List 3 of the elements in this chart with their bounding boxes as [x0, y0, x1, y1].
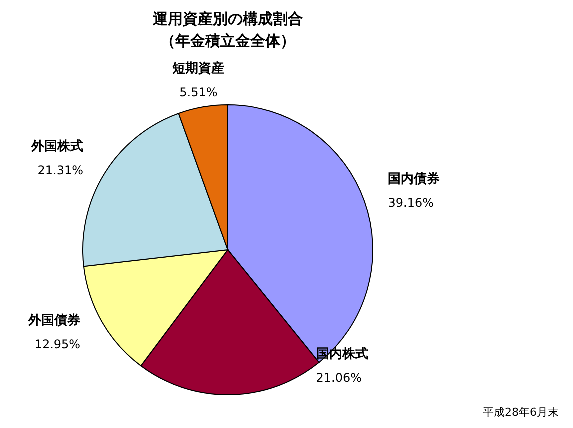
title: 運用資産別の構成割合 — [153, 10, 303, 28]
subtitle: （年金積立金全体） — [160, 32, 296, 50]
annotation: 平成28年6月末 — [483, 406, 559, 419]
